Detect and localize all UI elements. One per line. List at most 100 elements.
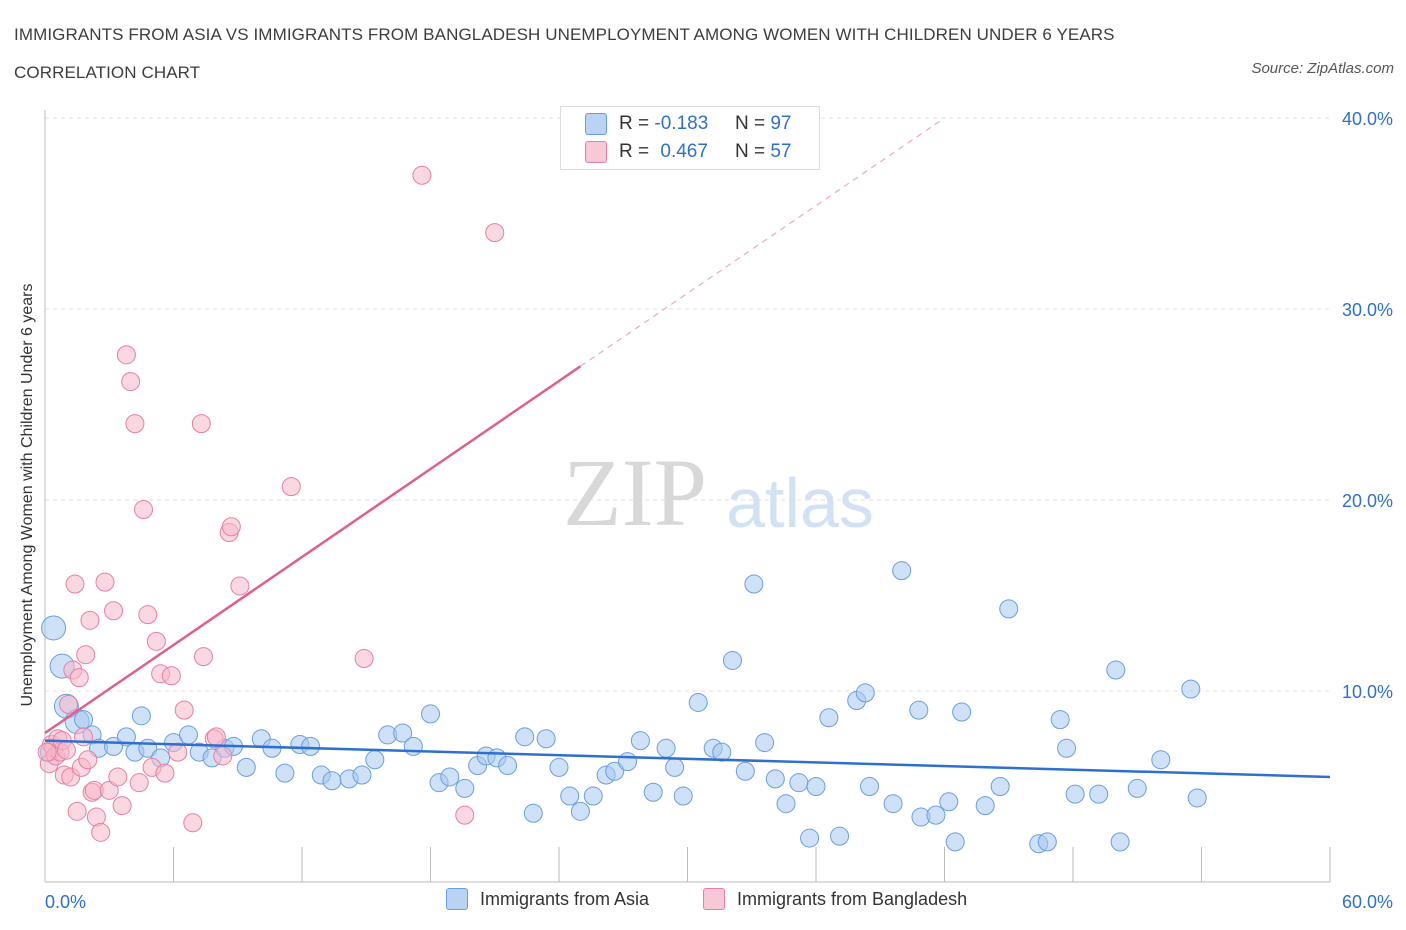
n-value-bangladesh: 57 — [770, 141, 792, 162]
point-asia — [755, 733, 775, 753]
point-bangladesh — [116, 345, 136, 365]
point-bangladesh — [354, 649, 374, 669]
point-bangladesh — [161, 666, 181, 686]
point-bangladesh — [95, 572, 115, 592]
point-bangladesh — [412, 165, 432, 185]
point-asia — [789, 773, 809, 793]
point-bangladesh — [91, 822, 111, 842]
point-bangladesh — [108, 767, 128, 787]
point-asia — [1057, 738, 1077, 758]
point-asia — [712, 742, 732, 762]
point-asia — [975, 796, 995, 816]
point-asia — [800, 828, 820, 848]
point-bangladesh — [213, 746, 233, 766]
point-asia — [765, 769, 785, 789]
point-bangladesh — [221, 517, 241, 537]
n-label: N = — [734, 141, 766, 162]
point-asia — [440, 767, 460, 787]
point-bangladesh — [112, 796, 132, 816]
point-asia — [909, 700, 929, 720]
point-asia — [656, 738, 676, 758]
point-asia — [549, 757, 569, 777]
legend-swatch-bangladesh — [703, 888, 725, 910]
point-bangladesh — [146, 631, 166, 651]
point-bangladesh — [104, 601, 124, 621]
point-asia — [939, 792, 959, 812]
legend-item-bangladesh[interactable]: Immigrants from Bangladesh — [703, 888, 967, 910]
r-label: R = — [619, 141, 650, 162]
r-label: R = — [619, 113, 650, 134]
point-asia — [455, 778, 475, 798]
point-bangladesh — [65, 574, 85, 594]
point-asia — [855, 683, 875, 703]
chart-title: IMMIGRANTS FROM ASIA VS IMMIGRANTS FROM … — [14, 25, 1115, 82]
correlation-legend: R = -0.183 N = 97 R = 0.467 N = 57 — [560, 106, 820, 170]
point-asia — [722, 650, 742, 670]
point-asia — [236, 757, 256, 777]
r-value-bangladesh: 0.467 — [660, 141, 708, 162]
legend-item-asia[interactable]: Immigrants from Asia — [446, 888, 649, 910]
point-asia — [673, 786, 693, 806]
point-asia — [275, 763, 295, 783]
point-bangladesh — [125, 414, 145, 434]
point-asia — [806, 777, 826, 796]
series-legend: Immigrants from Asia Immigrants from Ban… — [0, 888, 1406, 918]
point-asia — [301, 736, 321, 756]
point-asia — [403, 736, 423, 756]
grid-lines — [45, 117, 1330, 692]
legend-row-bangladesh: R = 0.467 N = 57 — [585, 139, 791, 165]
point-asia — [1181, 679, 1201, 699]
point-asia — [630, 731, 650, 751]
legend-row-asia: R = -0.183 N = 97 — [585, 111, 791, 137]
point-asia — [952, 702, 972, 722]
x-tick-label: 0.0% — [45, 892, 86, 912]
point-asia — [1050, 710, 1070, 730]
legend-label-bangladesh: Immigrants from Bangladesh — [737, 888, 968, 909]
trend-line-asia — [44, 739, 1331, 779]
legend-swatch-asia — [446, 888, 468, 910]
point-asia — [74, 710, 94, 730]
y-tick-label: 20.0% — [1342, 491, 1393, 511]
point-bangladesh — [59, 694, 79, 714]
point-asia — [1065, 784, 1085, 804]
point-asia — [523, 803, 543, 823]
point-asia — [688, 692, 708, 712]
point-asia — [945, 832, 965, 852]
point-asia — [365, 750, 385, 770]
point-bangladesh — [67, 801, 87, 821]
point-asia — [1110, 832, 1130, 852]
point-bangladesh — [56, 740, 76, 760]
point-asia — [605, 761, 625, 781]
point-asia — [830, 826, 850, 846]
watermark-atlas: atlas — [726, 464, 874, 542]
point-bangladesh — [138, 605, 158, 625]
point-bangladesh — [206, 727, 226, 747]
point-bangladesh — [80, 610, 100, 630]
point-asia — [421, 704, 440, 724]
y-tick-label: 40.0% — [1342, 109, 1393, 129]
point-asia — [515, 727, 535, 747]
point-asia — [1089, 784, 1109, 804]
r-value-asia: -0.183 — [654, 113, 709, 134]
point-asia — [776, 794, 796, 814]
point-bangladesh — [37, 742, 57, 762]
point-asia — [744, 574, 764, 594]
point-bangladesh — [76, 645, 96, 665]
legend-swatch-asia — [585, 113, 607, 135]
point-asia — [1127, 778, 1147, 798]
point-asia — [883, 794, 903, 814]
point-bangladesh — [134, 500, 154, 520]
point-asia — [643, 782, 663, 802]
point-asia — [116, 727, 136, 747]
trend-lines — [44, 117, 1331, 779]
point-asia — [560, 786, 580, 806]
point-bangladesh — [78, 750, 98, 770]
point-asia — [819, 708, 839, 728]
point-asia — [352, 765, 372, 785]
point-bangladesh — [191, 414, 211, 434]
point-bangladesh — [230, 576, 250, 596]
point-asia — [926, 805, 946, 825]
point-asia — [1151, 750, 1171, 770]
point-asia — [892, 561, 912, 581]
